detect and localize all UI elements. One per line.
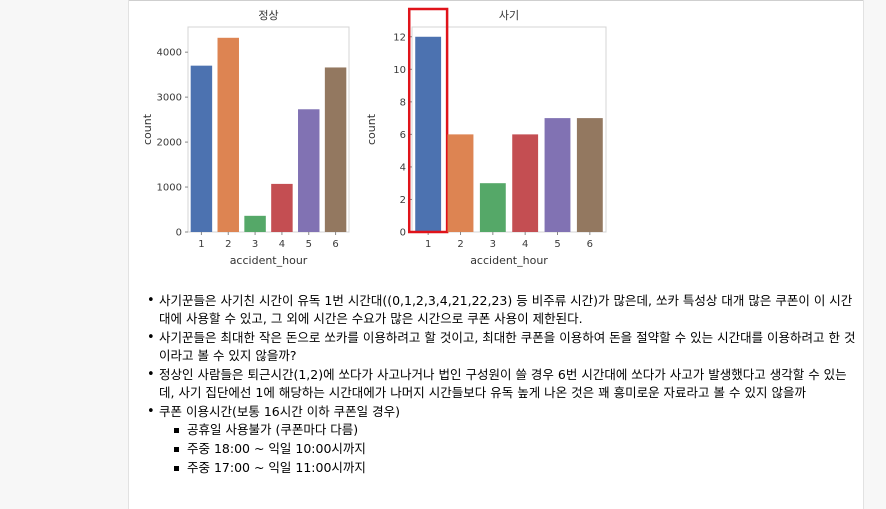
x-axis-label: accident_hour (470, 254, 548, 267)
analysis-notes: 사기꾼들은 사기친 시간이 유독 1번 시간대((0,1,2,3,4,21,22… (147, 292, 859, 478)
note-item-label: 쿠폰 이용시간(보통 16시간 이하 쿠폰일 경우) (159, 404, 401, 419)
x-tick-label: 6 (332, 239, 338, 250)
bar-1 (415, 36, 442, 233)
plot-frame (411, 26, 607, 233)
y-tick-label: 2 (400, 195, 406, 206)
note-item-coupon: 쿠폰 이용시간(보통 16시간 이하 쿠폰일 경우) 공휴일 사용불가 (쿠폰마… (147, 403, 859, 477)
x-tick-label: 5 (306, 239, 312, 250)
x-axis-label: accident_hour (230, 254, 308, 267)
y-tick-label: 0 (400, 228, 406, 239)
bar-3 (479, 183, 506, 232)
bar-5 (544, 118, 571, 232)
bar-2 (217, 37, 239, 232)
y-tick-label: 1000 (157, 183, 182, 194)
x-tick-label: 3 (490, 239, 496, 250)
y-tick-label: 8 (400, 97, 406, 108)
x-tick-label: 6 (587, 239, 593, 250)
bar-4 (512, 134, 539, 232)
notebook-output-cell: 정상 0 1000 2000 3000 4000 count 1 2 3 4 5 6 accident_h… (128, 0, 864, 509)
bar-6 (576, 118, 603, 232)
bar-1 (190, 65, 213, 232)
bar-4 (271, 183, 293, 232)
sub-note-item: 주중 17:00 ~ 익일 11:00시까지 (174, 459, 859, 477)
bar-2 (447, 134, 474, 232)
x-tick-label: 2 (457, 239, 463, 250)
note-item: 사기꾼들은 최대한 작은 돈으로 쏘카를 이용하려고 할 것이고, 최대한 쿠폰… (147, 329, 859, 365)
chart-title: 사기 (499, 9, 519, 22)
y-axis-label: count (141, 113, 154, 145)
bar-3 (244, 215, 266, 232)
chart-normal: 정상 0 1000 2000 3000 4000 count 1 2 3 4 5 6 accident_h… (141, 9, 350, 267)
y-tick-label: 10 (393, 65, 406, 76)
coupon-sublist: 공휴일 사용불가 (쿠폰마다 다름) 주중 18:00 ~ 익일 10:00시까… (159, 421, 859, 477)
y-tick-label: 4 (400, 162, 406, 173)
y-axis-label: count (365, 113, 378, 145)
sub-note-item: 공휴일 사용불가 (쿠폰마다 다름) (174, 421, 859, 439)
y-tick-label: 6 (400, 130, 406, 141)
x-tick-label: 3 (252, 239, 258, 250)
x-tick-label: 4 (279, 239, 285, 250)
bar-5 (298, 109, 320, 232)
x-tick-label: 4 (522, 239, 528, 250)
plot-frame (187, 26, 350, 233)
y-tick-label: 0 (176, 228, 182, 239)
chart-title: 정상 (258, 9, 278, 22)
y-tick-label: 2000 (157, 138, 182, 149)
x-tick-label: 1 (425, 239, 431, 250)
bar-6 (324, 67, 347, 232)
y-tick-label: 12 (393, 32, 406, 43)
note-item: 사기꾼들은 사기친 시간이 유독 1번 시간대((0,1,2,3,4,21,22… (147, 292, 859, 328)
y-tick-label: 4000 (157, 48, 182, 59)
note-item: 정상인 사람들은 퇴근시간(1,2)에 쏘다가 사고나거나 법인 구성원이 쓸 … (147, 366, 859, 402)
y-tick-label: 3000 (157, 93, 182, 104)
x-tick-label: 1 (198, 239, 204, 250)
cell-divider (129, 0, 863, 1)
sub-note-item: 주중 18:00 ~ 익일 10:00시까지 (174, 440, 859, 458)
x-tick-label: 2 (225, 239, 231, 250)
highlight-box (407, 7, 449, 234)
notes-list: 사기꾼들은 사기친 시간이 유독 1번 시간대((0,1,2,3,4,21,22… (147, 292, 859, 477)
x-tick-label: 5 (554, 239, 560, 250)
